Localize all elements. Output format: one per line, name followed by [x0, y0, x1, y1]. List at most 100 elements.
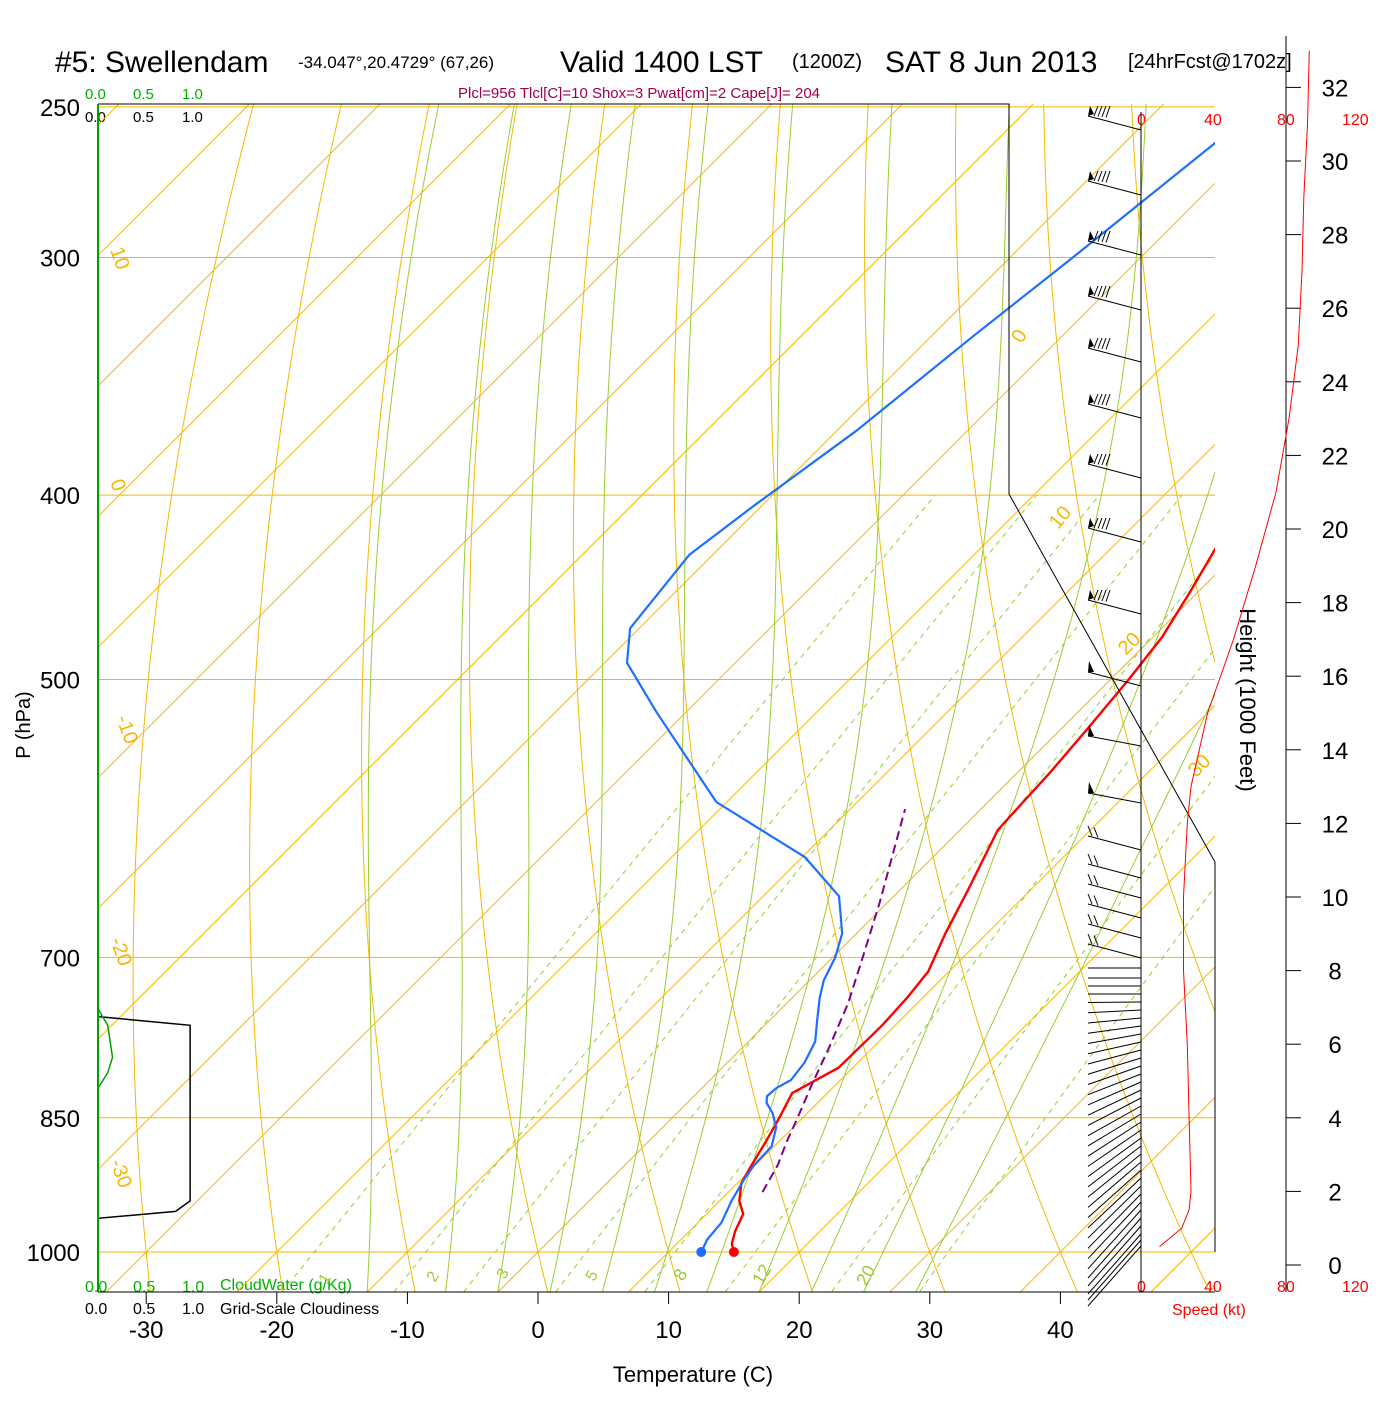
- height-tick-label: 16: [1322, 664, 1349, 691]
- wind-barb-flag: [1093, 827, 1099, 838]
- forecast-label: [24hrFcst@1702z]: [1128, 51, 1292, 73]
- cw-top-1: 1.0: [182, 86, 203, 103]
- cw-bot-0: 0.0: [85, 1279, 107, 1296]
- wind-barb-pennant: [1088, 394, 1094, 404]
- wind-barb-flag: [1101, 453, 1107, 466]
- isotherm-line: [1250, 73, 1400, 1323]
- moist-adiabat-label: 20: [852, 1262, 879, 1289]
- isotherm-line: [627, 704, 1215, 1292]
- wind-barb: [1087, 863, 1142, 879]
- wind-barb-pennant: [1088, 231, 1094, 241]
- pressure-tick-label: 850: [40, 1106, 80, 1133]
- isotherm-line: [98, 104, 642, 648]
- mixing-ratio-line: [462, 494, 1100, 1292]
- mixing-ratio-line: [830, 775, 1215, 1292]
- wind-barb-flag: [1101, 285, 1107, 298]
- dry-adiabat-label: -10: [111, 712, 142, 747]
- wind-barb: [1087, 1033, 1142, 1045]
- dry-adiabat: [132, 104, 255, 1292]
- dry-adiabat: [1391, 73, 1400, 1331]
- moist-adiabat-label: 8: [669, 1265, 691, 1284]
- temperature-tick-label: 10: [655, 1317, 682, 1344]
- dry-adiabat: [572, 104, 681, 1292]
- wind-barb-flag: [1097, 230, 1103, 242]
- cloudwater-profile: [97, 1008, 114, 1089]
- wind-barb: [1087, 903, 1142, 919]
- station-coords: -34.047°,20.4729° (67,26): [298, 53, 494, 72]
- wind-barb: [1087, 923, 1142, 939]
- height-tick-label: 12: [1322, 811, 1349, 838]
- dry-adiabat: [1131, 104, 1215, 664]
- wind-barb: [1087, 115, 1142, 131]
- moist-adiabat: [706, 104, 893, 1292]
- isotherm-line: [98, 104, 1034, 1040]
- height-tick-label: 0: [1328, 1253, 1341, 1280]
- wind-barb-flag: [1087, 933, 1093, 945]
- surface-dewpoint-dot: [696, 1247, 707, 1257]
- moist-adiabat: [549, 104, 636, 1292]
- wind-barb: [1087, 599, 1142, 615]
- speed-top-120: 120: [1342, 112, 1369, 129]
- mixing-ratio-line: [918, 885, 1215, 1292]
- height-tick-label: 32: [1322, 75, 1349, 102]
- wind-barb: [1087, 792, 1142, 804]
- wind-barb: [1087, 1185, 1142, 1239]
- wind-barb: [1087, 1209, 1142, 1270]
- indices-line: Plcl=956 Tlcl[C]=10 Shox=3 Pwat[cm]=2 Ca…: [458, 85, 820, 102]
- wind-barb-flag: [1093, 517, 1099, 529]
- wind-barb-flag: [1093, 875, 1099, 886]
- wind-barb-flag: [1105, 589, 1111, 602]
- wind-barb: [1087, 735, 1142, 747]
- moist-adiabat-label: 12: [748, 1261, 775, 1288]
- wind-barb: [1087, 1009, 1142, 1014]
- grid-lines: [98, 73, 1400, 1331]
- wind-barb-flag: [1097, 337, 1103, 349]
- wind-barb-flag: [1093, 285, 1099, 297]
- wind-barb: [1087, 1239, 1142, 1301]
- moist-adiabat: [810, 104, 1147, 1292]
- mixing-ratio-line: [281, 494, 936, 1292]
- pressure-tick-label: 250: [40, 95, 80, 122]
- wind-barb-flag: [1093, 337, 1099, 349]
- cl-top-0: 0.0: [85, 109, 106, 126]
- isotherm-line: [1019, 1096, 1215, 1292]
- cw-top-0: 0.0: [85, 86, 106, 103]
- mixing-ratio-line: [644, 554, 1215, 1292]
- wind-barb: [1087, 1073, 1142, 1096]
- moist-adiabat: [601, 104, 709, 1292]
- cl-top-05: 0.5: [133, 109, 154, 126]
- dry-adiabat-label: 0: [105, 476, 129, 494]
- wind-barb-flag: [1093, 895, 1099, 906]
- wind-barb-flag: [1093, 453, 1099, 465]
- wind-barb-pennant: [1088, 518, 1094, 528]
- wind-barb: [1087, 1169, 1142, 1218]
- height-tick-label: 30: [1322, 149, 1349, 176]
- wind-barb: [1087, 1089, 1142, 1116]
- cl-bot-05: 0.5: [133, 1301, 155, 1318]
- wind-barb-flag: [1101, 393, 1107, 406]
- wind-barb-flag: [1093, 393, 1099, 405]
- isotherm-line: [758, 835, 1215, 1292]
- utc-time: (1200Z): [792, 51, 862, 73]
- pressure-tick-label: 500: [40, 667, 80, 694]
- height-tick-label: 10: [1322, 885, 1349, 912]
- wind-barb-flag: [1105, 230, 1111, 243]
- wind-barb-flag: [1093, 915, 1099, 926]
- wind-barb-flag: [1101, 337, 1107, 350]
- moist-adiabat: [445, 104, 515, 1292]
- speed-label: Speed (kt): [1172, 1302, 1246, 1319]
- pressure-tick-label: 400: [40, 483, 80, 510]
- temperature-tick-label: 30: [916, 1317, 943, 1344]
- height-axis-title: Height (1000 Feet): [1235, 608, 1260, 791]
- wind-speed-profile: [1159, 50, 1310, 1247]
- wind-barb-flag: [1105, 393, 1111, 406]
- cw-bot-05: 0.5: [133, 1279, 155, 1296]
- wind-barb-flag: [1087, 913, 1093, 925]
- wind-barbs: [1087, 105, 1142, 1307]
- wind-barb: [1087, 1065, 1142, 1085]
- wind-barb: [1087, 1121, 1142, 1157]
- isotherm-line: [98, 104, 512, 518]
- wind-barb: [1087, 240, 1142, 256]
- pressure-tick-label: 300: [40, 245, 80, 272]
